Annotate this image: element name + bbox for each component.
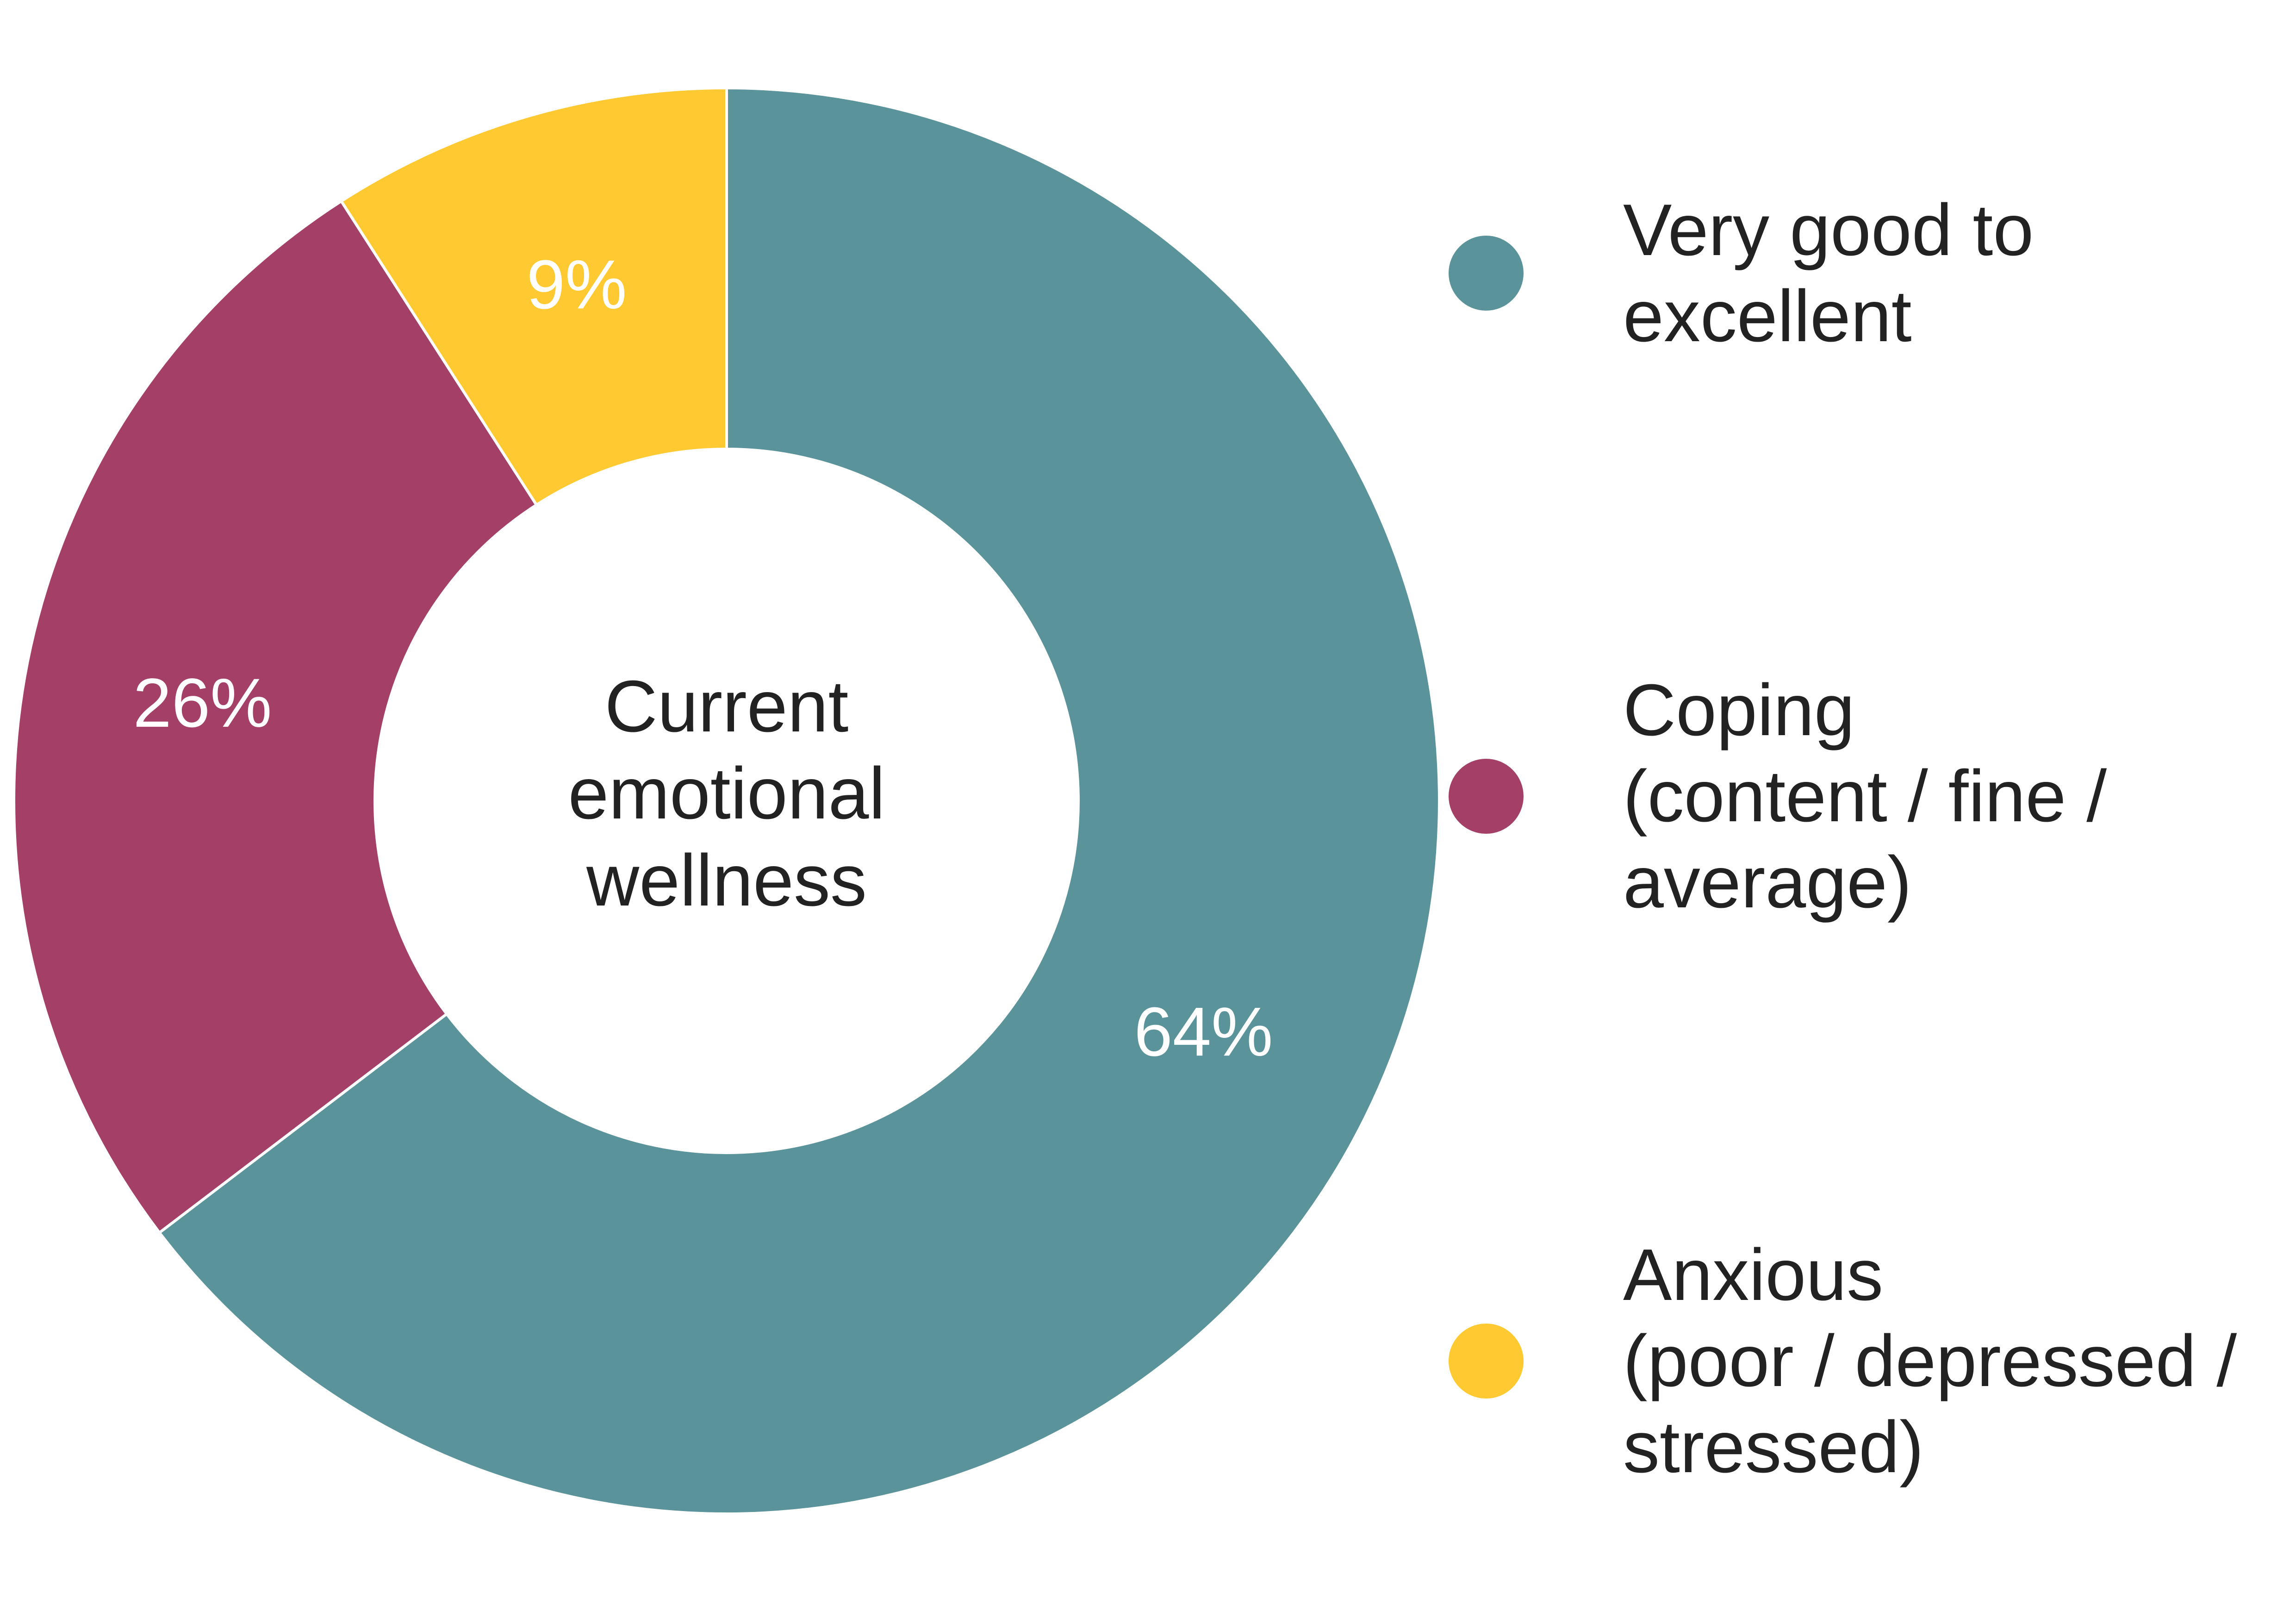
slice-value-label-0: 64% <box>1134 993 1273 1070</box>
legend: Very good to excellent Coping (content /… <box>1449 0 2282 1624</box>
legend-line: Very good to <box>1623 189 2034 271</box>
legend-swatch-anxious <box>1449 1324 1524 1399</box>
legend-line: (poor / depressed / <box>1623 1320 2237 1402</box>
legend-line: Anxious <box>1623 1234 1884 1316</box>
legend-line: excellent <box>1623 275 1912 357</box>
legend-line: stressed) <box>1623 1406 1924 1488</box>
center-label-line-2: emotional <box>568 753 885 834</box>
legend-line: (content / fine / <box>1623 756 2107 837</box>
legend-item-coping: Coping (content / fine / average) <box>1449 657 2282 935</box>
legend-label-anxious: Anxious (poor / depressed / stressed) <box>1623 1232 2237 1490</box>
donut-slice-2 <box>339 86 728 507</box>
slice-value-label-1: 26% <box>133 664 272 742</box>
legend-label-very-good: Very good to excellent <box>1623 187 2034 359</box>
legend-item-very-good: Very good to excellent <box>1449 176 2282 370</box>
donut-slice-1 <box>12 199 539 1235</box>
legend-label-coping: Coping (content / fine / average) <box>1623 667 2107 925</box>
donut-slice-0 <box>157 86 1441 1515</box>
slice-value-label-2: 9% <box>527 245 627 323</box>
center-label-line-1: Current <box>605 666 849 747</box>
legend-line: Coping <box>1623 669 1855 751</box>
slice-labels: 64% 26% 9% <box>133 245 1273 1070</box>
donut-slices <box>12 86 1441 1515</box>
legend-item-anxious: Anxious (poor / depressed / stressed) <box>1449 1222 2282 1500</box>
legend-swatch-coping <box>1449 759 1524 834</box>
legend-line: average) <box>1623 842 1912 923</box>
legend-swatch-very-good <box>1449 236 1524 311</box>
center-label-line-3: wellness <box>586 840 867 921</box>
